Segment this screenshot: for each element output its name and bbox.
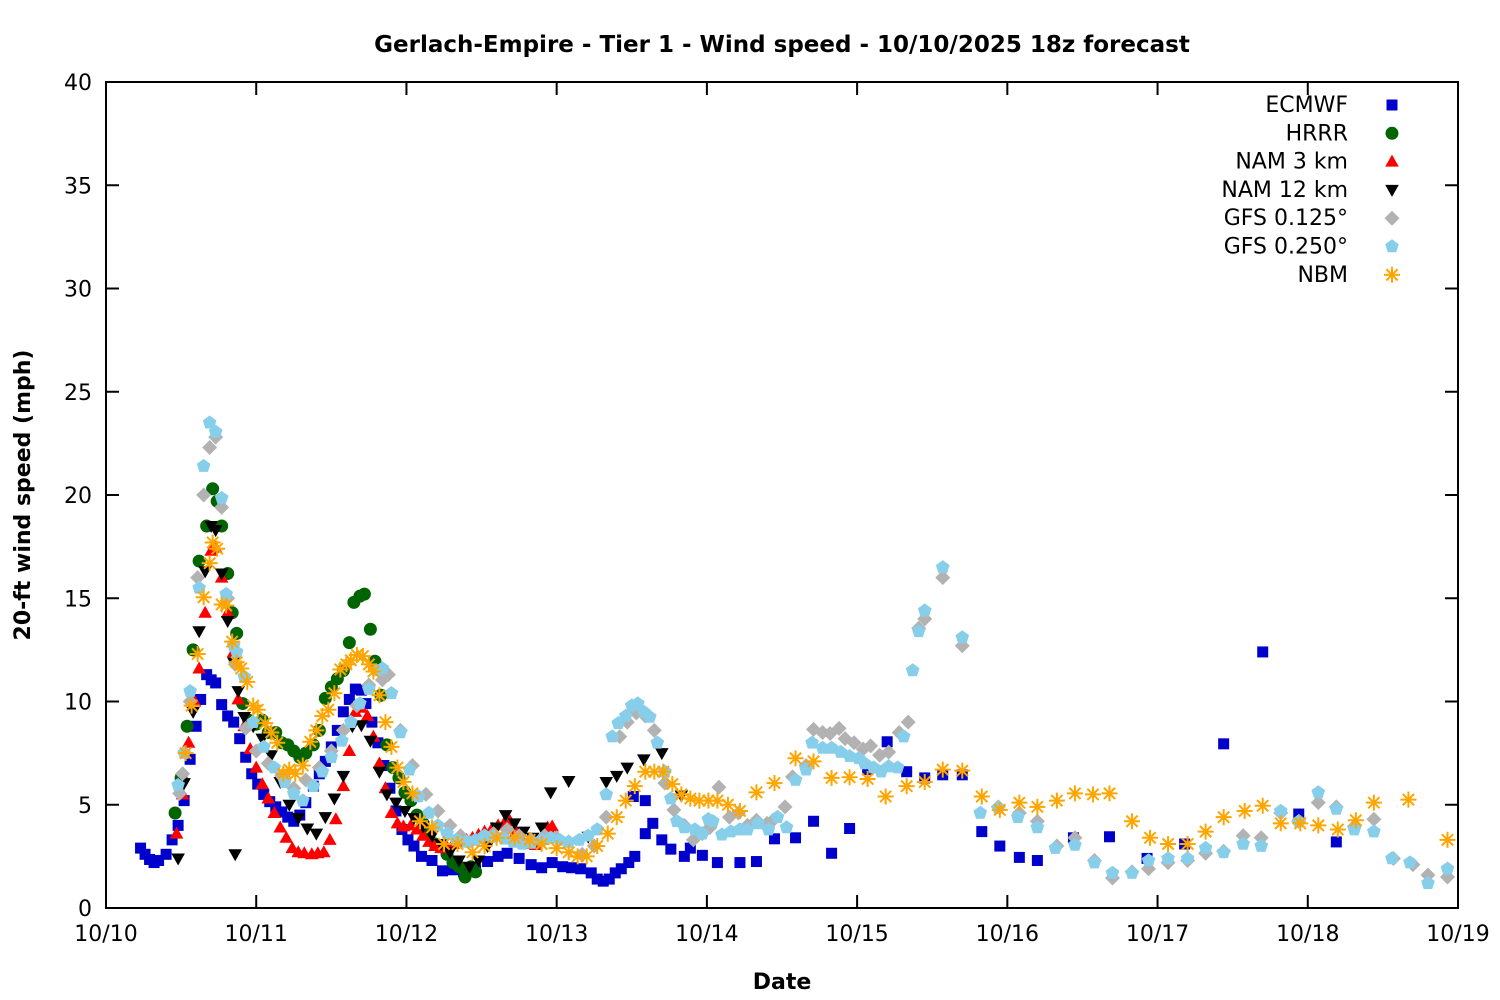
legend-item-gfs-0-250-: GFS 0.250°	[1224, 235, 1399, 260]
series-gfs-0-250-	[171, 415, 1455, 889]
x-tick-label: 10/16	[976, 922, 1039, 947]
x-tick-label: 10/12	[375, 922, 438, 947]
legend-item-nam-12-km: NAM 12 km	[1221, 178, 1399, 203]
legend-label: NAM 12 km	[1221, 178, 1348, 203]
x-tick-label: 10/15	[825, 922, 888, 947]
x-tick-label: 10/11	[225, 922, 288, 947]
legend: ECMWF HRRR NAM 3 km NAM 12 km GFS 0.125° GFS …	[1221, 93, 1400, 288]
x-axis-label: Date	[753, 970, 812, 995]
legend-label: GFS 0.250°	[1224, 235, 1348, 260]
series-nbm	[177, 534, 1456, 865]
y-tick-label: 30	[64, 278, 92, 303]
series-nam-12-km	[171, 520, 689, 874]
y-tick-label: 15	[64, 587, 92, 612]
y-axis-label: 20-ft wind speed (mph)	[11, 350, 36, 641]
y-tick-label: 0	[78, 897, 92, 922]
legend-label: GFS 0.125°	[1224, 206, 1348, 231]
legend-item-ecmwf: ECMWF	[1265, 93, 1398, 118]
legend-item-nbm: NBM	[1297, 263, 1400, 288]
legend-label: HRRR	[1286, 121, 1348, 146]
x-tick-label: 10/10	[74, 922, 137, 947]
x-tick-label: 10/17	[1126, 922, 1189, 947]
legend-label: ECMWF	[1265, 93, 1348, 118]
y-tick-label: 25	[64, 381, 92, 406]
x-tick-label: 10/19	[1426, 922, 1489, 947]
x-tick-label: 10/18	[1276, 922, 1339, 947]
y-tick-label: 20	[64, 484, 92, 509]
axis-ticks: 10/10 10/11 10/12 10/13 10/14 10/15 10/16 10/17…	[64, 71, 1490, 947]
y-tick-label: 40	[64, 71, 92, 96]
y-tick-label: 10	[64, 691, 92, 716]
legend-item-hrrr: HRRR	[1286, 121, 1399, 146]
legend-label: NBM	[1297, 263, 1348, 288]
chart-title: Gerlach-Empire - Tier 1 - Wind speed - 1…	[374, 32, 1190, 58]
legend-label: NAM 3 km	[1235, 150, 1348, 175]
x-tick-label: 10/13	[525, 922, 588, 947]
legend-item-gfs-0-125-: GFS 0.125°	[1224, 206, 1400, 231]
legend-item-nam-3-km: NAM 3 km	[1235, 150, 1399, 175]
data-points	[135, 415, 1456, 889]
y-tick-label: 5	[78, 794, 92, 819]
x-tick-label: 10/14	[675, 922, 738, 947]
y-tick-label: 35	[64, 174, 92, 199]
